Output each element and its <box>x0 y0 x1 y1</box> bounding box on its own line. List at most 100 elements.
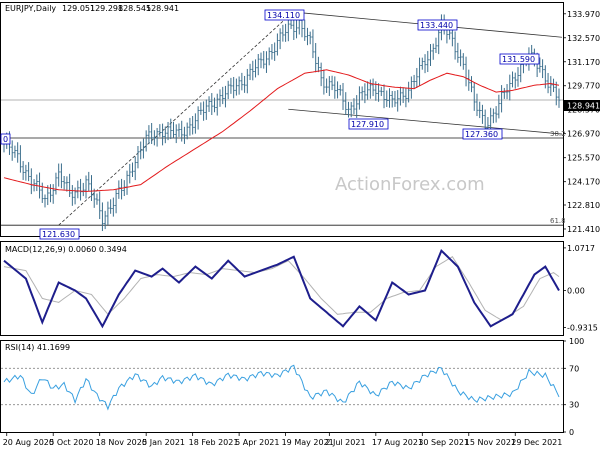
price-tick: 131.170 <box>563 58 600 67</box>
ohlc-bar <box>13 145 17 158</box>
macd-tick: 0.00 <box>563 286 585 295</box>
ohlc-bar <box>205 99 208 120</box>
ohlc-bar <box>369 79 372 99</box>
ohlc-bar <box>210 93 214 116</box>
ohlc-bar <box>336 81 339 99</box>
date-tick: 29 Dec 2021 <box>511 433 562 447</box>
ohlc-bar <box>117 180 121 199</box>
price-tick: 126.970 <box>563 130 600 139</box>
svg-text:70: 70 <box>569 364 579 373</box>
ohlc-bar <box>65 176 69 192</box>
ohlc-bar <box>379 86 383 97</box>
last-price-value: 128.941 <box>567 102 600 111</box>
ohlc-bar <box>557 88 561 108</box>
ohlc-bar <box>180 120 184 142</box>
ohlc-bar <box>344 92 348 115</box>
ohlc-bar <box>347 101 350 118</box>
ohlc-bar <box>554 81 558 106</box>
svg-text:133.970: 133.970 <box>567 10 600 19</box>
ohlc-bar <box>109 199 112 214</box>
rsi-line <box>3 364 560 411</box>
ohlc-bar <box>43 194 47 208</box>
svg-text:133.440: 133.440 <box>420 21 453 30</box>
ohlc-bar <box>284 23 287 42</box>
ohlc-bar <box>352 98 356 115</box>
ohlc-bar <box>196 106 200 130</box>
ohlc-bar <box>295 19 298 39</box>
ohlc-bar <box>470 76 473 93</box>
watermark: ActionForex.com <box>335 174 485 195</box>
ohlc-bar <box>333 76 337 99</box>
svg-text:5 Jan 2021: 5 Jan 2021 <box>142 438 185 447</box>
ohlc-bar <box>508 74 512 101</box>
svg-text:17 Aug 2021: 17 Aug 2021 <box>372 438 423 447</box>
ohlc-bar <box>429 44 432 66</box>
date-tick: 20 Aug 2020 <box>3 433 54 447</box>
ohlc-bar <box>407 81 410 103</box>
ohlc-bar <box>243 75 246 93</box>
ohlc-bar <box>84 175 88 199</box>
ohlc-bar <box>456 42 460 63</box>
svg-text:127.910: 127.910 <box>351 120 384 129</box>
ohlc-bar <box>270 44 274 60</box>
svg-text:131.170: 131.170 <box>567 58 600 67</box>
ohlc-bar <box>341 82 345 110</box>
svg-text:15 Nov 2021: 15 Nov 2021 <box>465 438 516 447</box>
ohlc-bar <box>185 122 189 140</box>
price-tick: 129.770 <box>563 82 600 91</box>
macd-title: MACD(12,26,9) 0.0060 0.3494 <box>5 245 127 254</box>
ohlc-bar <box>169 118 173 140</box>
svg-text:1.0717: 1.0717 <box>567 244 595 253</box>
ohlc-bar <box>21 161 25 180</box>
ohlc-bar <box>511 71 514 88</box>
ohlc-bar <box>101 202 104 232</box>
ohlc-bar <box>144 130 148 152</box>
ohlc-bar <box>492 108 495 124</box>
ohlc-bar <box>19 145 22 173</box>
ohlc-bar <box>177 123 181 137</box>
ohlc-bar <box>399 86 402 106</box>
rsi-tick: 100 <box>563 337 584 346</box>
ohlc-bar <box>199 102 203 115</box>
macd-axis: 1.0717 0.00 -0.9315 <box>563 244 598 333</box>
ohlc-bar <box>516 67 520 87</box>
svg-text:127.360: 127.360 <box>465 130 498 139</box>
ohlc-bar <box>358 86 361 110</box>
ohlc-bar <box>248 63 252 81</box>
ohlc-bar <box>256 53 260 76</box>
ohlc-bar <box>232 76 235 99</box>
price-tick: 124.170 <box>563 178 600 187</box>
ohlc-bar <box>549 76 553 97</box>
date-tick: 18 Feb 2021 <box>189 433 238 447</box>
ohlc-bar <box>393 90 397 107</box>
ohlc-bar <box>281 24 285 42</box>
ohlc-bar <box>57 163 60 187</box>
ohlc-close: 128.941 <box>146 4 179 13</box>
level-label: 121.630 <box>39 228 80 240</box>
price-tick: 133.970 <box>563 10 600 19</box>
date-tick: 30 Sep 2021 <box>418 433 469 447</box>
level-label: 127.360 <box>462 128 503 140</box>
ohlc-bar <box>538 57 542 73</box>
ohlc-bar <box>377 83 380 102</box>
ohlc-bar <box>68 173 71 198</box>
svg-text:5 Oct 2020: 5 Oct 2020 <box>49 438 93 447</box>
ohlc-bar <box>218 89 222 107</box>
ohlc-bar <box>292 16 296 40</box>
svg-text:2 Jul 2021: 2 Jul 2021 <box>325 438 365 447</box>
price-annotations: 134.110 133.440 131.590 127.910 127.360 121.6… <box>0 9 540 240</box>
rsi-title: RSI(14) 41.1699 <box>5 343 70 352</box>
svg-text:19 May 2021: 19 May 2021 <box>282 438 334 447</box>
ohlc-bar <box>423 54 427 74</box>
last-price-box <box>564 100 600 111</box>
ohlc-bar <box>49 184 52 203</box>
ohlc-bar <box>338 84 342 96</box>
ohlc-bar <box>183 126 186 144</box>
ohlc-bar <box>254 59 257 78</box>
svg-text:134.110: 134.110 <box>267 11 300 20</box>
ohlc-bar <box>142 138 145 159</box>
svg-text:5 Apr 2021: 5 Apr 2021 <box>235 438 279 447</box>
ohlc-bar <box>62 176 66 190</box>
ohlc-bar <box>71 185 74 206</box>
